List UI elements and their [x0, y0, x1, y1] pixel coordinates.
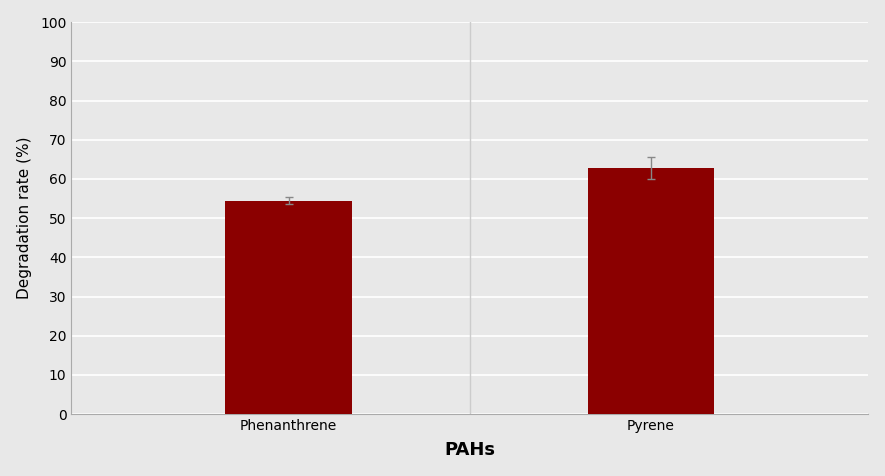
Bar [588, 168, 714, 414]
Y-axis label: Degradation rate (%): Degradation rate (%) [17, 137, 32, 299]
Bar [225, 200, 352, 414]
X-axis label: PAHs: PAHs [444, 441, 496, 459]
